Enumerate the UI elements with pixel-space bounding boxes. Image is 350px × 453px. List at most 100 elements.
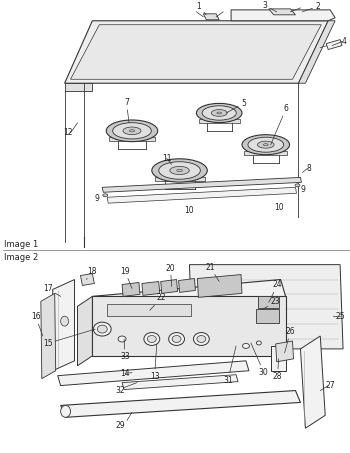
Ellipse shape	[61, 316, 69, 326]
Text: 21: 21	[205, 263, 219, 281]
Text: 32: 32	[115, 386, 125, 395]
Text: 7: 7	[124, 98, 129, 123]
Polygon shape	[244, 151, 287, 154]
Ellipse shape	[172, 336, 181, 342]
Text: 5: 5	[226, 99, 246, 113]
Text: 17: 17	[43, 284, 61, 296]
Text: 27: 27	[326, 381, 335, 390]
Polygon shape	[178, 279, 195, 292]
Polygon shape	[107, 188, 296, 203]
Text: 9: 9	[301, 185, 306, 194]
Ellipse shape	[93, 322, 111, 336]
Polygon shape	[161, 280, 177, 294]
Ellipse shape	[97, 325, 107, 333]
Text: 10: 10	[185, 206, 194, 215]
Polygon shape	[107, 304, 191, 316]
Polygon shape	[189, 265, 343, 349]
Polygon shape	[58, 361, 249, 386]
Text: 1: 1	[196, 2, 206, 15]
Polygon shape	[65, 83, 92, 91]
Ellipse shape	[123, 127, 141, 135]
Ellipse shape	[152, 159, 207, 182]
Text: 23: 23	[263, 297, 280, 309]
Text: 20: 20	[166, 264, 175, 286]
Text: 29: 29	[115, 421, 125, 430]
Polygon shape	[92, 296, 286, 356]
Ellipse shape	[103, 194, 108, 197]
Text: 12: 12	[63, 128, 72, 137]
Polygon shape	[276, 341, 294, 362]
Ellipse shape	[258, 141, 274, 148]
Polygon shape	[197, 275, 242, 297]
Polygon shape	[142, 281, 160, 295]
Text: 15: 15	[43, 329, 95, 348]
Ellipse shape	[169, 333, 184, 346]
Polygon shape	[102, 178, 301, 192]
Text: 14: 14	[120, 369, 132, 378]
Text: 11: 11	[162, 154, 172, 164]
Ellipse shape	[264, 144, 268, 146]
Polygon shape	[65, 21, 328, 83]
Text: 2: 2	[302, 2, 320, 12]
Text: 4: 4	[342, 37, 346, 46]
Ellipse shape	[217, 112, 222, 114]
Polygon shape	[53, 280, 75, 371]
Ellipse shape	[144, 333, 160, 346]
Ellipse shape	[197, 336, 206, 342]
Ellipse shape	[256, 341, 261, 345]
Polygon shape	[199, 119, 240, 123]
Ellipse shape	[130, 130, 134, 132]
Polygon shape	[92, 280, 286, 313]
Polygon shape	[61, 390, 300, 417]
Text: 18: 18	[86, 266, 97, 280]
Text: 24: 24	[269, 280, 282, 302]
Text: 10: 10	[274, 202, 284, 212]
Ellipse shape	[147, 336, 156, 342]
Polygon shape	[256, 309, 279, 323]
Text: 28: 28	[273, 359, 282, 381]
Text: 8: 8	[306, 164, 311, 173]
Text: 25: 25	[335, 312, 345, 321]
Ellipse shape	[61, 405, 71, 417]
Ellipse shape	[211, 110, 227, 116]
Ellipse shape	[295, 184, 300, 187]
Polygon shape	[122, 283, 140, 296]
Ellipse shape	[113, 123, 151, 139]
Polygon shape	[258, 296, 279, 308]
Text: 19: 19	[120, 266, 132, 289]
Ellipse shape	[202, 106, 236, 120]
Text: 3: 3	[263, 1, 277, 12]
Text: 26: 26	[285, 327, 295, 353]
Text: Image 2: Image 2	[4, 253, 38, 262]
Polygon shape	[299, 21, 335, 83]
Polygon shape	[155, 178, 204, 182]
Text: 13: 13	[150, 344, 160, 381]
Polygon shape	[122, 375, 238, 390]
Polygon shape	[109, 137, 155, 141]
Polygon shape	[41, 294, 56, 379]
Polygon shape	[300, 336, 325, 428]
Text: 16: 16	[31, 312, 43, 336]
Text: 6: 6	[271, 104, 288, 145]
Polygon shape	[80, 274, 94, 285]
Ellipse shape	[170, 166, 189, 174]
Polygon shape	[269, 9, 295, 15]
Ellipse shape	[248, 137, 284, 152]
Ellipse shape	[196, 103, 242, 123]
Text: 31: 31	[223, 346, 236, 385]
Text: 33: 33	[120, 339, 130, 361]
Polygon shape	[71, 25, 321, 79]
Ellipse shape	[243, 343, 250, 348]
Ellipse shape	[118, 336, 126, 342]
Ellipse shape	[106, 120, 158, 142]
Polygon shape	[77, 296, 92, 366]
Text: 30: 30	[251, 343, 268, 377]
Polygon shape	[271, 346, 286, 371]
Ellipse shape	[194, 333, 209, 346]
Text: 9: 9	[95, 194, 100, 203]
Text: Image 1: Image 1	[4, 241, 38, 249]
Ellipse shape	[159, 162, 200, 179]
Ellipse shape	[242, 135, 289, 154]
Polygon shape	[203, 14, 219, 20]
Text: 22: 22	[150, 294, 166, 310]
